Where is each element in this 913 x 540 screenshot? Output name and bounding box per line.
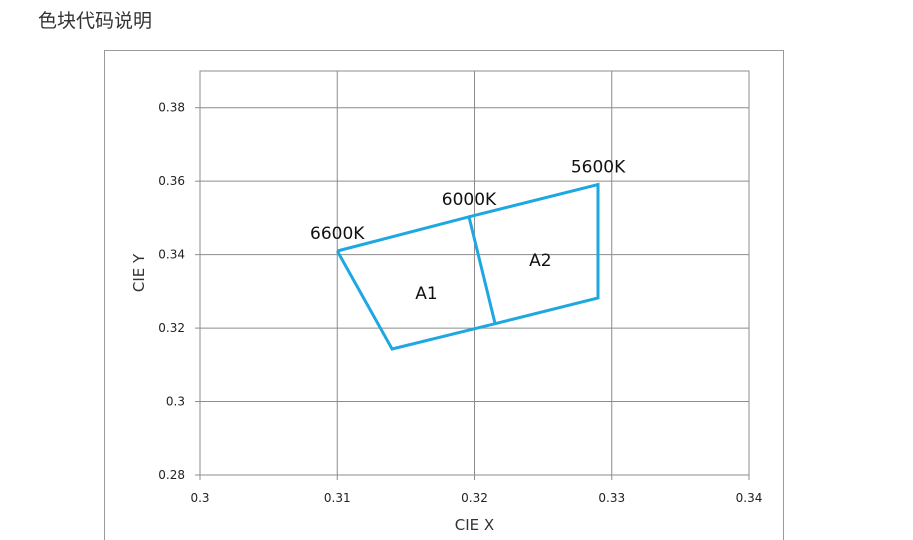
x-tick-label: 0.33 xyxy=(598,491,625,505)
region-label-a1: A1 xyxy=(415,284,437,304)
region-label-a2: A2 xyxy=(529,251,551,271)
y-tick-label: 0.34 xyxy=(158,248,185,262)
x-tick-label: 0.32 xyxy=(461,491,488,505)
cct-label-6600k: 6600K xyxy=(310,224,365,244)
y-tick-label: 0.28 xyxy=(158,468,185,482)
y-tick-label: 0.38 xyxy=(158,101,185,115)
y-tick-label: 0.36 xyxy=(158,174,185,188)
x-tick-label: 0.31 xyxy=(324,491,351,505)
cct-label-5600k: 5600K xyxy=(571,157,626,177)
y-tick-label: 0.3 xyxy=(166,395,185,409)
page-title: 色块代码说明 xyxy=(38,10,153,32)
y-tick-label: 0.32 xyxy=(158,321,185,335)
series-a2-line xyxy=(468,182,600,326)
x-tick-label: 0.3 xyxy=(190,491,209,505)
x-tick-label: 0.34 xyxy=(736,491,763,505)
chart-frame xyxy=(104,50,784,540)
x-axis-title: CIE X xyxy=(455,516,494,534)
cct-label-6000k: 6000K xyxy=(442,190,497,210)
y-axis-title: CIE Y xyxy=(130,253,148,292)
